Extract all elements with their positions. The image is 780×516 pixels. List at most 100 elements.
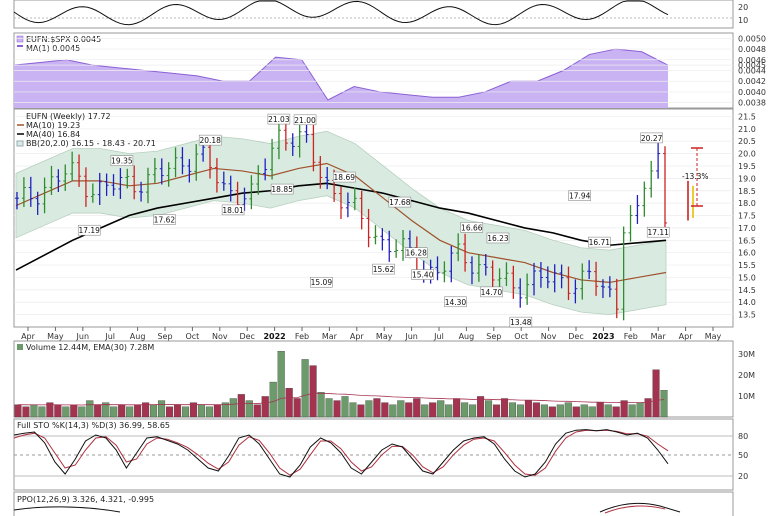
price-tag: 16.23 — [486, 232, 510, 244]
volume-bar — [70, 404, 78, 418]
volume-bar — [453, 398, 461, 418]
svg-text:19.35: 19.35 — [111, 157, 133, 166]
svg-text:17.62: 17.62 — [154, 216, 176, 225]
volume-bar — [429, 402, 437, 418]
x-tick-label: Aug — [130, 332, 146, 341]
price-bar — [42, 177, 47, 214]
price-bar — [339, 186, 343, 219]
price-tag: 18.85 — [270, 183, 294, 195]
price-tag: 14.30 — [444, 296, 467, 308]
top-rsi-panel: 20 10 — [13, 0, 748, 29]
volume-title: Volume 12.44M, EMA(30) 7.28M — [26, 343, 154, 352]
price-bar — [325, 167, 330, 190]
volume-bar — [197, 404, 205, 418]
drawdown-pct: -13.3% — [682, 172, 709, 181]
price-bar — [221, 171, 226, 191]
price-bar — [380, 228, 385, 251]
price-tick: 13.5 — [738, 311, 756, 320]
svg-text:20.18: 20.18 — [199, 136, 221, 145]
volume-bar — [548, 406, 556, 418]
x-tick-label: Nov — [541, 332, 557, 341]
x-tick-label: May — [376, 332, 393, 341]
price-bar — [270, 138, 275, 180]
svg-text:15.09: 15.09 — [311, 278, 333, 287]
price-tags: 17.19 19.35 17.62 20.18 18.01 21.03 18.85 21.00… — [77, 113, 670, 328]
price-bar — [145, 167, 150, 204]
price-tick: 18.5 — [738, 187, 756, 196]
volume-bar — [516, 404, 524, 418]
volume-bar — [580, 404, 588, 418]
vol-tick-30: 30M — [738, 350, 755, 359]
volume-bar — [421, 404, 429, 418]
price-panel: 17.19 19.35 17.62 20.18 18.01 21.03 18.85 21.00… — [13, 108, 756, 328]
rsi-tick-20: 20 — [738, 3, 748, 12]
price-bar — [449, 246, 454, 283]
volume-bar — [229, 398, 237, 418]
x-tick-label: Jul — [104, 332, 115, 341]
volume-ema-line — [17, 392, 665, 406]
volume-bar — [405, 402, 413, 418]
volume-bar — [500, 398, 509, 418]
price-bar — [456, 233, 461, 262]
volume-bar — [62, 406, 70, 418]
svg-text:17.94: 17.94 — [569, 192, 591, 201]
price-bar — [463, 233, 468, 272]
price-tag: 15.40 — [411, 269, 434, 280]
price-bar — [159, 158, 164, 185]
price-tag: 18.01 — [221, 204, 245, 216]
price-bar — [366, 208, 371, 248]
ppo-panel: PPO(12,26,9) 3.326, 4.321, -0.995 — [13, 491, 734, 516]
price-tick: 17.0 — [738, 224, 756, 233]
price-tick: 18.0 — [738, 199, 756, 208]
price-tag: 17.11 — [646, 226, 670, 238]
x-tick-label: Feb — [295, 332, 309, 341]
price-bar — [642, 181, 647, 217]
volume-bar — [389, 404, 397, 418]
x-tick-label: Jun — [404, 332, 418, 341]
volume-bar — [30, 404, 38, 418]
price-bar — [208, 139, 213, 179]
price-bar — [394, 239, 399, 258]
volume-bar — [38, 406, 46, 418]
price-bar — [649, 160, 654, 198]
price-bar — [125, 168, 130, 189]
volume-panel: Volume 12.44M, EMA(30) 7.28M 30M 20M 10M — [13, 340, 755, 418]
price-bar — [311, 124, 316, 172]
volume-bar — [261, 396, 269, 418]
price-bar — [538, 262, 543, 288]
svg-text:14.70: 14.70 — [481, 288, 503, 297]
volume-bar — [628, 404, 636, 418]
price-bar — [545, 266, 550, 289]
volume-bar — [596, 402, 604, 418]
price-bar — [352, 187, 357, 211]
volume-bar — [413, 398, 421, 418]
ma40-label: MA(40) 16.84 — [26, 130, 80, 139]
svg-text:18.85: 18.85 — [271, 185, 293, 194]
price-tick: 16.0 — [738, 249, 756, 258]
price-bar — [132, 165, 137, 200]
price-tick: 14.5 — [738, 286, 756, 295]
price-tag: 16.71 — [588, 236, 611, 248]
x-tick-label: Jul — [433, 332, 444, 341]
volume-bar — [349, 402, 357, 418]
x-tick-label: Mar — [651, 332, 667, 341]
svg-text:15.40: 15.40 — [412, 271, 434, 280]
volume-bar — [285, 388, 293, 418]
price-bar — [476, 254, 481, 282]
x-tick-label: Sep — [486, 332, 501, 341]
volume-bar — [158, 400, 166, 418]
volume-bar — [134, 404, 142, 418]
price-bar — [504, 262, 509, 287]
price-tag: 18.69 — [333, 171, 356, 183]
price-bar — [180, 147, 185, 175]
vol-tick-20: 20M — [738, 371, 755, 380]
price-bar — [614, 278, 619, 319]
ma10-line — [15, 162, 667, 284]
x-tick-label: May — [705, 332, 722, 341]
svg-text:20.27: 20.27 — [641, 134, 663, 143]
sto-tick-80: 80 — [738, 432, 748, 441]
volume-bar — [485, 400, 493, 418]
price-bar — [70, 151, 75, 181]
volume-bar — [110, 406, 118, 418]
